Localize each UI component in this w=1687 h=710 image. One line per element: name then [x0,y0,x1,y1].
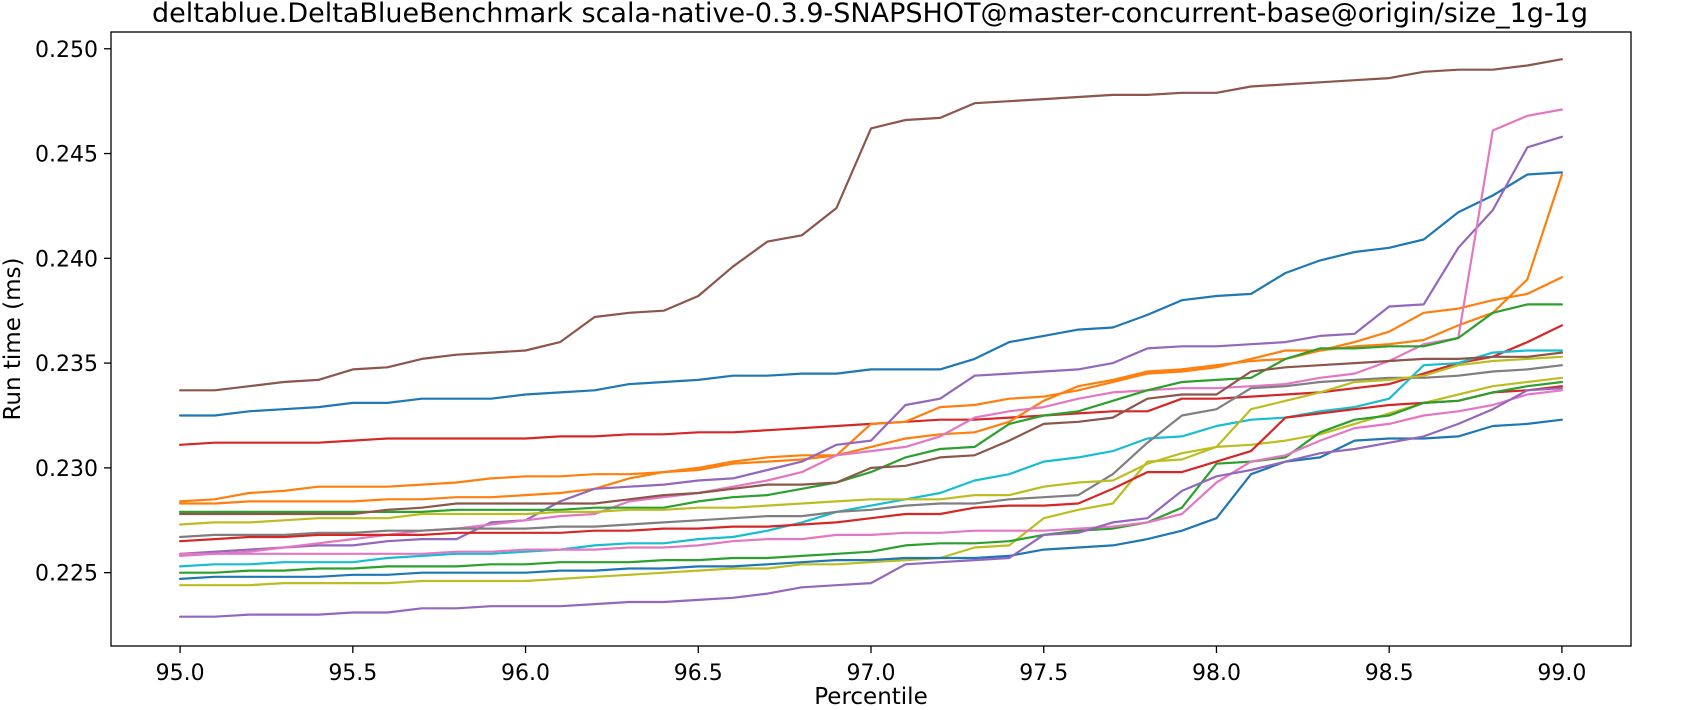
x-axis-label: Percentile [814,684,927,710]
series-line-12 [179,351,1564,516]
series-line-3 [179,324,1564,446]
series-line-18 [179,387,1564,618]
y-tick-label: 0.225 [35,562,98,587]
series-line-14 [179,385,1564,543]
y-axis: 0.225 0.230 0.235 0.240 0.245 0.250 [35,38,111,587]
x-tick-label: 95.0 [156,661,205,686]
series-line-11 [179,355,1564,587]
y-tick-label: 0.230 [35,457,98,482]
x-tick-label: 95.5 [328,661,377,686]
x-tick-label: 97.0 [847,661,896,686]
series-line-7 [179,108,1564,558]
series-line-15 [179,380,1564,574]
series-line-16 [179,389,1564,555]
x-tick-label: 96.5 [674,661,723,686]
series-line-8 [179,303,1564,513]
series-line-5 [179,276,1564,505]
series-line-10 [179,364,1564,539]
chart-title: deltablue.DeltaBlueBenchmark scala-nativ… [152,0,1588,29]
x-tick-label: 97.5 [1019,661,1068,686]
y-axis-label: Run time (ms) [0,257,26,420]
series-line-9 [179,349,1564,568]
series-line-6 [179,135,1564,555]
x-tick-label: 99.0 [1537,661,1586,686]
y-tick-label: 0.240 [35,247,98,272]
x-axis: 95.0 95.5 96.0 96.5 97.0 97.5 98.0 98.5 99.0 [156,646,1586,686]
series-line-4 [179,173,1564,503]
x-tick-label: 96.0 [501,661,550,686]
series-line-13 [179,376,1564,526]
y-tick-label: 0.245 [35,143,98,168]
y-tick-label: 0.250 [35,38,98,63]
y-tick-label: 0.235 [35,352,98,377]
series-line-1 [179,58,1564,392]
series-layer [179,58,1564,618]
x-tick-label: 98.5 [1365,661,1414,686]
series-line-2 [179,171,1564,417]
x-tick-label: 98.0 [1192,661,1241,686]
